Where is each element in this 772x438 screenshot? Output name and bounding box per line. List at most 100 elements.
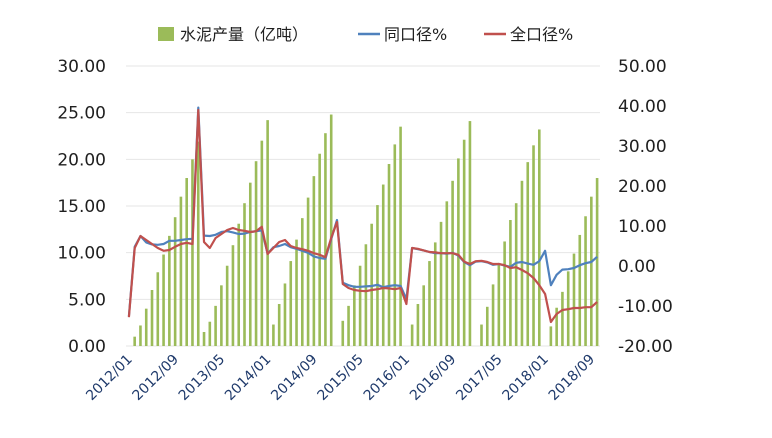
legend-label: 水泥产量（亿吨） [180,25,308,44]
production-bar [144,308,148,346]
growth-lines [127,106,598,324]
production-bar [260,140,264,346]
production-bar [595,178,599,346]
production-bar [306,197,310,346]
production-bar [381,184,385,346]
production-bar [491,284,495,346]
same-basis-line [127,106,598,317]
production-bar [272,324,275,346]
production-bar [485,306,489,346]
gridlines [126,65,600,347]
x-axis: 2012/012012/092013/052014/012014/092015/… [83,352,598,404]
production-bar [162,254,165,346]
production-bar [254,161,258,346]
production-bar [555,307,558,346]
production-bar [572,253,576,346]
production-bar [590,196,593,346]
production-bar [549,326,553,346]
production-bar [347,305,350,346]
production-bar [526,162,530,346]
x-tick-label: 2017/05 [453,352,505,404]
production-bar [538,129,541,346]
full-basis-line [127,108,598,324]
production-bar [237,223,241,346]
production-bar [318,153,321,346]
production-bar [514,203,518,346]
production-bar [393,144,397,346]
right-tick-label: 40.00 [618,97,667,117]
production-bar [214,305,217,346]
left-tick-label: 25.00 [57,104,106,124]
x-tick-label: 2016/09 [407,352,459,404]
left-axis: 0.00 5.00 10.00 15.00 20.00 25.00 30.00 [57,57,106,357]
production-bar [289,261,293,346]
legend: 水泥产量（亿吨） 同口径% 全口径% [158,25,573,44]
production-bar [428,261,431,346]
production-bar [509,220,512,346]
right-tick-label: 10.00 [618,217,667,237]
production-bar [248,182,252,346]
production-bar [243,203,246,346]
x-tick-label: 2012/09 [130,352,182,404]
x-tick-label: 2014/09 [268,352,320,404]
production-bar [324,133,327,346]
x-tick-label: 2014/01 [222,352,274,404]
production-bar [231,245,235,346]
x-tick-label: 2012/01 [83,352,135,404]
production-bar [457,158,460,346]
production-bar [451,180,454,346]
production-bar [439,221,443,346]
production-bar [387,164,391,346]
production-bar [376,205,379,346]
production-bar [422,285,425,346]
production-bar [462,139,466,346]
production-bar [503,241,506,346]
production-bar [283,283,287,346]
production-bar [358,265,362,346]
left-tick-label: 20.00 [57,150,106,170]
production-bar [277,304,281,346]
production-bars [133,114,599,347]
production-bar [329,114,333,347]
left-tick-label: 10.00 [57,244,106,264]
right-tick-label: 50.00 [618,57,667,77]
production-bar [370,223,373,346]
production-bar [468,121,472,346]
x-tick-label: 2018/09 [546,352,598,404]
right-tick-label: 0.00 [618,257,656,277]
x-tick-label: 2018/01 [499,352,551,404]
production-bar [532,145,535,346]
production-bar [133,336,136,346]
production-bar [341,320,345,346]
x-tick-label: 2013/05 [176,352,228,404]
production-bar [312,176,316,346]
left-tick-label: 15.00 [57,197,106,217]
production-bar [561,291,564,346]
production-bar [208,321,212,346]
production-bar [520,180,524,346]
production-bar [202,332,206,346]
production-bar [497,262,501,346]
production-bar [578,234,582,346]
production-bar [139,325,142,346]
production-bar [295,239,298,346]
production-bar [410,324,414,346]
production-bar [220,285,223,346]
production-bar [225,265,229,346]
production-bar [445,201,449,346]
legend-label: 全口径% [510,25,573,44]
legend-label: 同口径% [384,25,447,44]
production-bar [480,324,483,346]
right-tick-label: -10.00 [618,297,673,317]
production-bar [364,244,368,346]
production-bar [399,126,402,347]
production-bar [191,159,194,346]
production-bar [433,242,437,346]
left-tick-label: 30.00 [57,57,106,77]
right-axis: -20.00 -10.00 0.00 10.00 20.00 30.00 40.00 50.0… [618,57,673,357]
production-bar [185,178,188,346]
right-tick-label: -20.00 [618,337,673,357]
production-bar [168,235,171,346]
production-bar [301,218,304,346]
